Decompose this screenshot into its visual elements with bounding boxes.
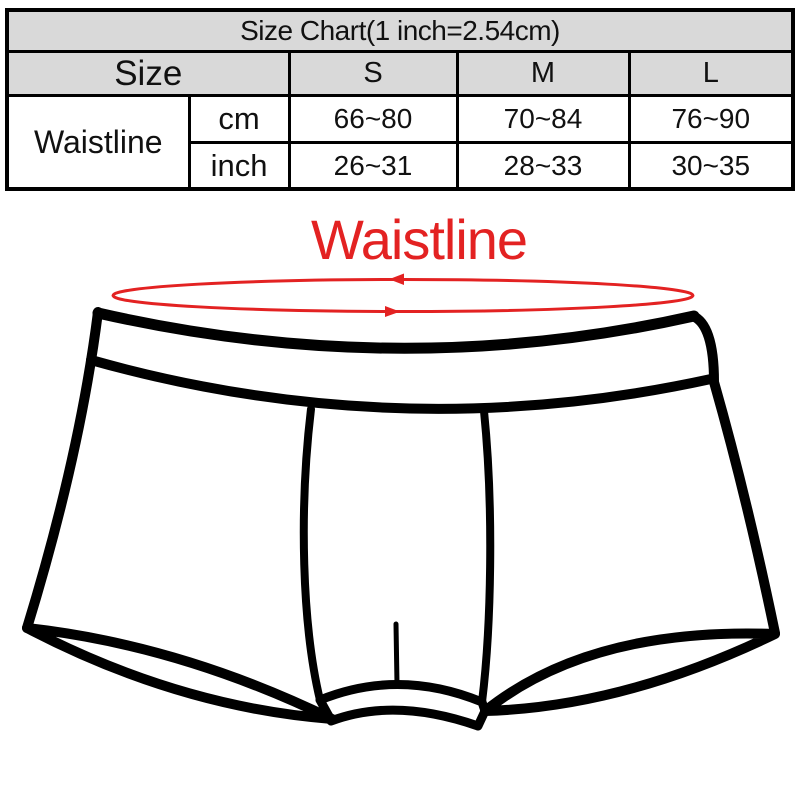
right-leg-hem: [480, 628, 780, 716]
arrow-left-icon: [389, 273, 404, 285]
left-panel-seam: [299, 405, 324, 704]
center-seam: [393, 621, 400, 687]
size-chart-table: Size Chart(1 inch=2.54cm) Size S M L Wai…: [5, 8, 796, 191]
arrow-right-icon: [385, 306, 400, 317]
value-cm-s: 66~80: [287, 94, 459, 144]
waistband-top-edge: [92, 307, 700, 354]
column-header-s: S: [287, 50, 459, 97]
boxer-briefs-outline: [22, 307, 780, 731]
value-inch-m: 28~33: [455, 141, 631, 191]
row-label-waistline: Waistline: [5, 94, 191, 191]
right-panel-seam: [478, 407, 495, 706]
value-cm-l: 76~90: [627, 94, 795, 144]
unit-label-cm: cm: [187, 94, 291, 144]
column-header-m: M: [455, 50, 631, 97]
left-leg-hem: [22, 623, 337, 724]
waistline-diagram-label: Waistline: [310, 208, 528, 271]
right-side-edge: [688, 311, 780, 638]
crotch-hem-band: [315, 680, 490, 731]
value-inch-l: 30~35: [627, 141, 795, 191]
value-inch-s: 26~31: [287, 141, 459, 191]
column-header-l: L: [627, 50, 795, 97]
value-cm-m: 70~84: [455, 94, 631, 144]
size-corner-label: Size: [5, 50, 291, 97]
size-chart-title: Size Chart(1 inch=2.54cm): [5, 8, 795, 53]
unit-label-inch: inch: [187, 141, 291, 191]
waistband-bottom-edge: [86, 355, 716, 414]
left-side-edge: [22, 307, 103, 633]
waistline-measure-ellipse: [111, 273, 695, 317]
